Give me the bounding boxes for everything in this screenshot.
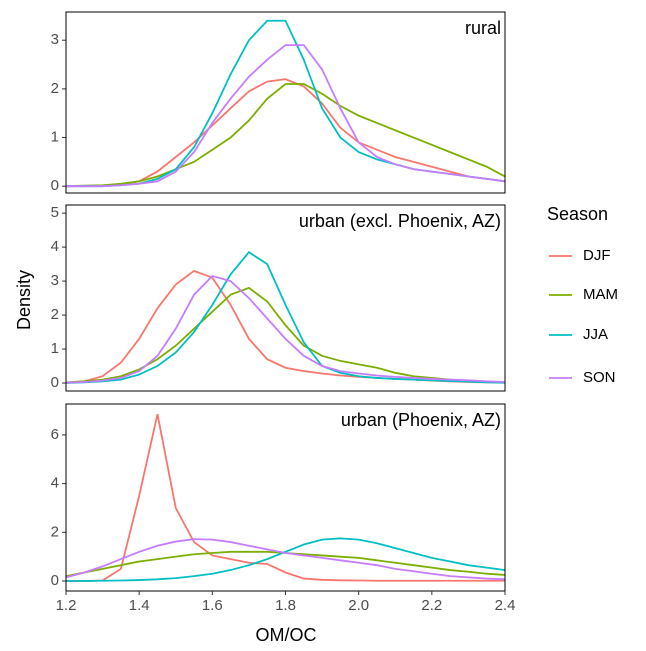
legend-title: Season xyxy=(547,204,608,224)
legend-label: MAM xyxy=(583,286,618,303)
y-tick-label: 1 xyxy=(51,129,59,146)
y-tick-label: 0 xyxy=(51,177,59,194)
x-tick-label: 1.4 xyxy=(129,597,150,614)
x-tick-label: 2.0 xyxy=(348,597,369,614)
y-axis-label: Density xyxy=(14,270,34,330)
density-line xyxy=(66,44,505,188)
y-tick-label: 3 xyxy=(51,31,59,48)
y-tick-label: 5 xyxy=(51,204,59,221)
y-tick-label: 2 xyxy=(51,80,59,97)
density-line xyxy=(66,78,505,188)
panel-border xyxy=(65,204,506,392)
y-tick-label: 0 xyxy=(51,374,59,391)
density-line xyxy=(66,83,505,188)
density-line xyxy=(66,286,505,384)
y-tick-label: 2 xyxy=(51,523,59,540)
panel-label: urban (Phoenix, AZ) xyxy=(341,410,501,430)
y-tick-label: 4 xyxy=(51,238,59,255)
panel-label: urban (excl. Phoenix, AZ) xyxy=(299,211,501,231)
density-line xyxy=(66,251,505,384)
density-line xyxy=(66,414,505,582)
x-tick-label: 1.8 xyxy=(275,597,296,614)
y-tick-label: 1 xyxy=(51,340,59,357)
legend-label: JJA xyxy=(583,326,608,343)
density-line xyxy=(66,537,505,582)
density-line xyxy=(66,274,505,384)
x-tick-label: 1.6 xyxy=(202,597,223,614)
x-axis-label: OM/OC xyxy=(256,625,317,645)
x-tick-label: 2.4 xyxy=(495,597,516,614)
y-tick-label: 0 xyxy=(51,572,59,589)
y-tick-label: 2 xyxy=(51,306,59,323)
legend-label: SON xyxy=(583,369,616,386)
density-line xyxy=(66,538,505,581)
y-tick-label: 3 xyxy=(51,272,59,289)
legend-label: DJF xyxy=(583,247,611,264)
panel-label: rural xyxy=(465,18,501,38)
panel-border xyxy=(65,11,506,194)
density-line xyxy=(66,269,505,384)
x-tick-label: 1.2 xyxy=(56,597,77,614)
y-tick-label: 6 xyxy=(51,426,59,443)
x-tick-label: 2.2 xyxy=(421,597,442,614)
y-tick-label: 4 xyxy=(51,475,59,492)
